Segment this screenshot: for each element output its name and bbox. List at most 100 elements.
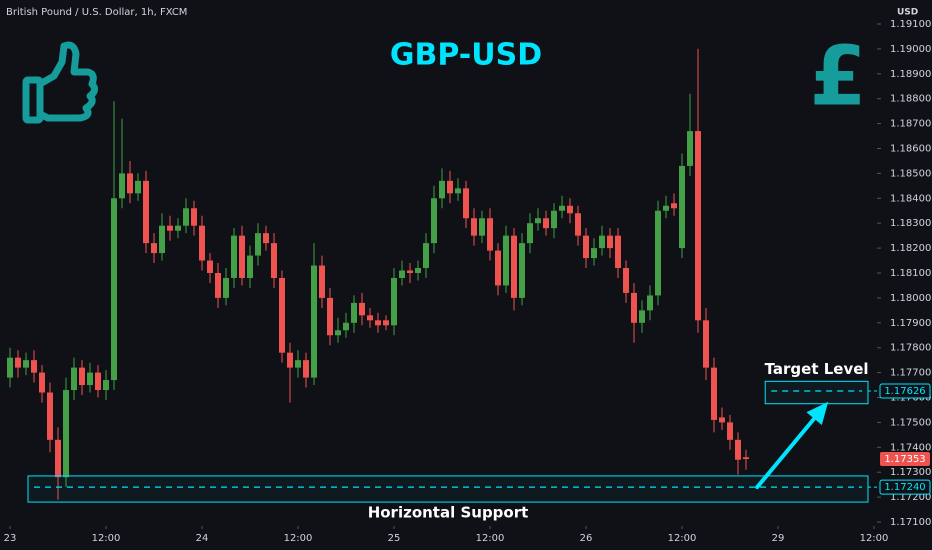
candle: [727, 414, 733, 450]
candle-body: [535, 218, 541, 224]
y-tick-label: 1.17300: [890, 467, 931, 478]
y-axis-label: USD: [897, 8, 918, 18]
candle-body: [487, 218, 493, 251]
candle: [551, 203, 557, 239]
candle-body: [215, 273, 221, 298]
candle: [575, 205, 581, 246]
candle-body: [311, 265, 317, 378]
candle-body: [527, 223, 533, 244]
candle-body: [471, 218, 477, 236]
y-tick-label: 1.17700: [890, 368, 931, 379]
candle: [39, 365, 45, 403]
arrow-shaft: [755, 416, 817, 490]
candle: [695, 48, 701, 333]
candle: [151, 233, 157, 264]
candle-body: [167, 225, 173, 231]
candle: [527, 213, 533, 254]
x-tick-label: 12:00: [92, 533, 121, 544]
y-tick-label: 1.17900: [890, 318, 931, 329]
candle: [639, 300, 645, 333]
candle: [583, 228, 589, 269]
candle-body: [615, 235, 621, 269]
zone-label: Target Level: [765, 360, 869, 378]
candle-body: [743, 457, 749, 460]
candle: [87, 362, 93, 393]
candle-body: [383, 320, 389, 326]
candle: [239, 225, 245, 286]
candle-body: [375, 320, 381, 326]
candle: [343, 312, 349, 338]
zone-label: Horizontal Support: [368, 504, 529, 522]
candle-body: [399, 270, 405, 278]
candle: [655, 200, 661, 306]
y-tick-label: 1.17400: [890, 442, 931, 453]
candle-body: [575, 213, 581, 236]
candle: [719, 407, 725, 430]
candle-body: [359, 302, 365, 316]
candle: [367, 307, 373, 328]
candle-body: [47, 392, 53, 440]
candle: [495, 243, 501, 296]
candle: [415, 260, 421, 281]
candle: [47, 382, 53, 453]
candle-body: [655, 210, 661, 296]
y-tick-label: 1.18700: [890, 119, 931, 130]
candle-body: [287, 352, 293, 368]
candle-body: [543, 218, 549, 229]
candle-body: [135, 180, 141, 194]
candle-body: [7, 357, 13, 378]
x-tick-label: 12:00: [668, 533, 697, 544]
y-tick-label: 1.17800: [890, 343, 931, 354]
candle-body: [423, 243, 429, 269]
candle: [183, 198, 189, 234]
candle: [599, 225, 605, 256]
candle-body: [711, 367, 717, 420]
candle: [351, 295, 357, 333]
price-label-box: [879, 383, 931, 399]
candle-body: [703, 320, 709, 368]
candle: [23, 352, 29, 376]
candle: [423, 233, 429, 278]
candle: [463, 180, 469, 229]
x-tick-label: 12:00: [860, 533, 889, 544]
x-tick-label: 12:00: [284, 533, 313, 544]
candle-body: [95, 372, 101, 391]
candle-body: [191, 208, 197, 226]
candle: [407, 263, 413, 283]
candle-body: [151, 243, 157, 254]
candle: [175, 218, 181, 239]
candle: [735, 432, 741, 475]
candle: [295, 350, 301, 378]
candle-body: [239, 235, 245, 278]
candle: [679, 153, 685, 259]
y-tick-label: 1.17100: [890, 517, 931, 528]
candle-body: [439, 180, 445, 199]
candle-body: [455, 188, 461, 194]
candle: [271, 233, 277, 288]
candle-body: [111, 198, 117, 381]
candle: [335, 317, 341, 343]
candle: [119, 118, 125, 209]
candle: [159, 213, 165, 261]
candle-body: [663, 205, 669, 211]
x-tick-label: 26: [580, 533, 593, 544]
candle-body: [607, 235, 613, 249]
candle-body: [599, 235, 605, 249]
candle-body: [559, 205, 565, 211]
candle-body: [271, 243, 277, 278]
last-price-box: [880, 452, 930, 467]
candle-body: [319, 265, 325, 298]
y-tick-label: 1.18200: [890, 243, 931, 254]
candle: [191, 200, 197, 236]
chart-header: British Pound / U.S. Dollar, 1h, FXCM: [6, 7, 187, 18]
candle-body: [727, 422, 733, 440]
y-tick-label: 1.18400: [890, 193, 931, 204]
candle: [135, 173, 141, 201]
candle: [79, 360, 85, 396]
candle: [215, 263, 221, 308]
candle-body: [279, 277, 285, 353]
candle-body: [551, 210, 557, 229]
y-tick-label: 1.18600: [890, 144, 931, 155]
